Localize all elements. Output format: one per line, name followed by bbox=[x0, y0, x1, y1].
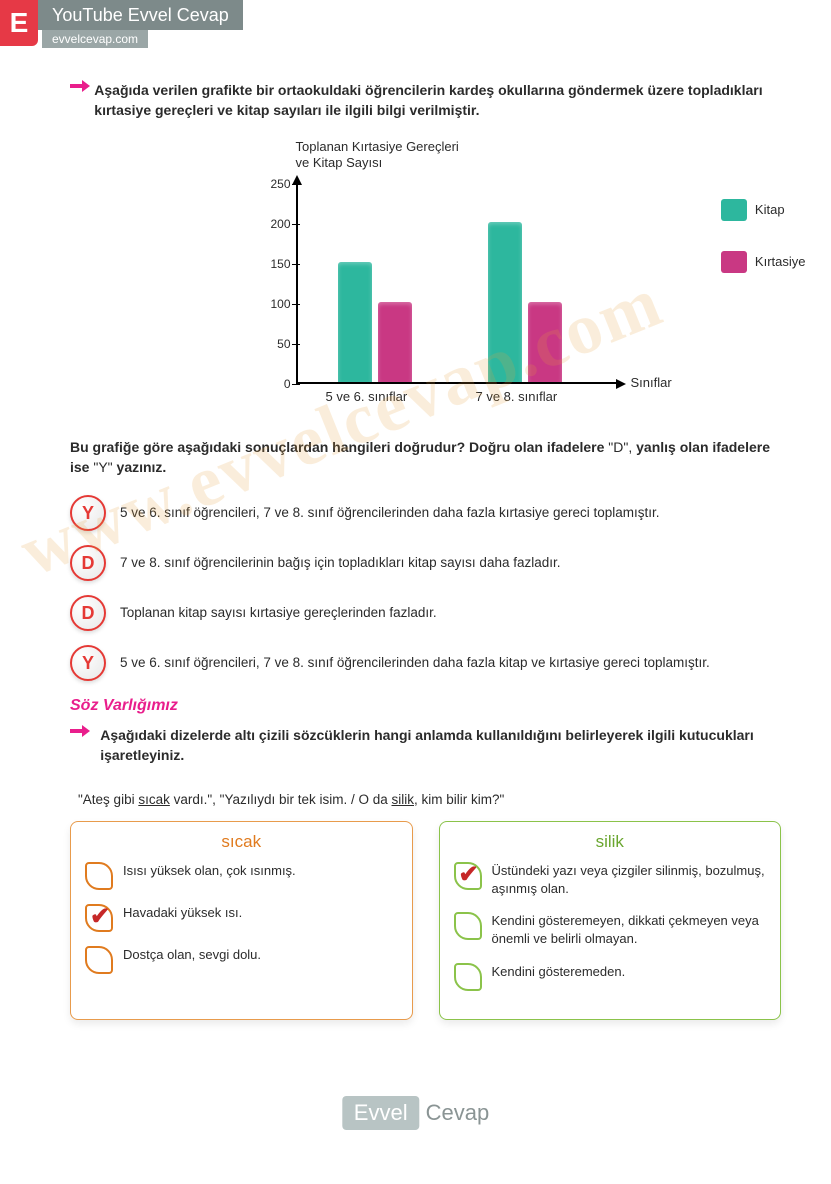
example-sentence: "Ateş gibi sıcak vardı.", "Yazılıydı bir… bbox=[78, 792, 781, 807]
option-row[interactable]: Isısı yüksek olan, çok ısınmış. bbox=[85, 862, 398, 890]
answer-row: Y 5 ve 6. sınıf öğrencileri, 7 ve 8. sını… bbox=[70, 495, 781, 531]
answer-row: D Toplanan kitap sayısı kırtasiye gereçle… bbox=[70, 595, 781, 631]
option-text: Dostça olan, sevgi dolu. bbox=[123, 946, 261, 964]
word-box-silik: silik Üstündeki yazı veya çizgiler silin… bbox=[439, 821, 782, 1020]
legend-swatch bbox=[721, 251, 747, 273]
option-row[interactable]: Havadaki yüksek ısı. bbox=[85, 904, 398, 932]
box-title-sicak: sıcak bbox=[85, 832, 398, 852]
box-title-silik: silik bbox=[454, 832, 767, 852]
answer-badge[interactable]: D bbox=[70, 595, 106, 631]
section-heading: Söz Varlığımız bbox=[70, 697, 781, 715]
answer-row: Y 5 ve 6. sınıf öğrencileri, 7 ve 8. sını… bbox=[70, 645, 781, 681]
site-url-banner: evvelcevap.com bbox=[42, 30, 148, 48]
answer-row: D 7 ve 8. sınıf öğrencilerinin bağış için… bbox=[70, 545, 781, 581]
leaf-checkbox-icon[interactable] bbox=[454, 862, 482, 890]
sentence-part: vardı.", bbox=[170, 792, 216, 807]
sentence-part: "Yazılıydı bir tek isim. / O da bbox=[216, 792, 392, 807]
ytick-label: 250 bbox=[270, 177, 290, 191]
footer-brand-1: Evvel bbox=[342, 1096, 420, 1130]
underlined-word-1: sıcak bbox=[138, 792, 170, 807]
bar-kitap bbox=[338, 262, 372, 382]
bar-kırtasiye bbox=[378, 302, 412, 382]
footer-logo: Evvel Cevap bbox=[342, 1096, 489, 1130]
leaf-checkbox-icon[interactable] bbox=[454, 963, 482, 991]
x-axis-arrow-icon bbox=[616, 379, 626, 389]
answer-text: 7 ve 8. sınıf öğrencilerinin bağış için … bbox=[120, 554, 561, 573]
underlined-word-2: silik bbox=[392, 792, 415, 807]
ytick-label: 0 bbox=[284, 377, 291, 391]
instruction-2: Aşağıdaki dizelerde altı çizili sözcükle… bbox=[100, 725, 781, 766]
ytick-label: 200 bbox=[270, 217, 290, 231]
option-text: Kendini gösteremeden. bbox=[492, 963, 626, 981]
bar-chart: Toplanan Kırtasiye Gereçlerive Kitap Say… bbox=[146, 139, 706, 419]
leaf-checkbox-icon[interactable] bbox=[85, 904, 113, 932]
legend-label: Kitap bbox=[755, 202, 785, 217]
ytick-label: 100 bbox=[270, 297, 290, 311]
legend-swatch bbox=[721, 199, 747, 221]
answer-text: 5 ve 6. sınıf öğrencileri, 7 ve 8. sınıf… bbox=[120, 504, 660, 523]
instruction-1: Aşağıda verilen grafikte bir ortaokuldak… bbox=[94, 80, 781, 121]
answer-text: Toplanan kitap sayısı kırtasiye gereçler… bbox=[120, 604, 437, 623]
ytick-label: 150 bbox=[270, 257, 290, 271]
x-axis-label: Sınıflar bbox=[631, 375, 672, 390]
legend-item: Kırtasiye bbox=[721, 251, 806, 273]
sentence-part: , kim bilir kim?" bbox=[414, 792, 504, 807]
logo-letter: E bbox=[0, 0, 38, 46]
option-text: Havadaki yüksek ısı. bbox=[123, 904, 242, 922]
sentence-part: "Ateş gibi bbox=[78, 792, 138, 807]
answer-badge[interactable]: Y bbox=[70, 645, 106, 681]
arrow-bullet-icon bbox=[70, 725, 90, 737]
leaf-checkbox-icon[interactable] bbox=[85, 946, 113, 974]
question-text: Bu grafiğe göre aşağıdaki sonuçlardan ha… bbox=[70, 437, 781, 478]
leaf-checkbox-icon[interactable] bbox=[85, 862, 113, 890]
option-row[interactable]: Kendini gösteremeyen, dikkati çekmeyen v… bbox=[454, 912, 767, 948]
option-row[interactable]: Kendini gösteremeden. bbox=[454, 963, 767, 991]
word-box-sicak: sıcak Isısı yüksek olan, çok ısınmış. Hav… bbox=[70, 821, 413, 1020]
legend-label: Kırtasiye bbox=[755, 254, 806, 269]
legend-item: Kitap bbox=[721, 199, 806, 221]
chart-legend: Kitap Kırtasiye bbox=[721, 199, 806, 303]
ytick-label: 50 bbox=[277, 337, 290, 351]
chart-title: Toplanan Kırtasiye Gereçlerive Kitap Say… bbox=[296, 139, 459, 173]
option-row[interactable]: Üstündeki yazı veya çizgiler silinmiş, b… bbox=[454, 862, 767, 898]
footer-brand-2: Cevap bbox=[426, 1100, 490, 1126]
bar-kırtasiye bbox=[528, 302, 562, 382]
x-category-label: 7 ve 8. sınıflar bbox=[476, 389, 558, 404]
answer-badge[interactable]: Y bbox=[70, 495, 106, 531]
leaf-checkbox-icon[interactable] bbox=[454, 912, 482, 940]
x-category-label: 5 ve 6. sınıflar bbox=[326, 389, 408, 404]
option-text: Isısı yüksek olan, çok ısınmış. bbox=[123, 862, 296, 880]
option-row[interactable]: Dostça olan, sevgi dolu. bbox=[85, 946, 398, 974]
answer-list: Y 5 ve 6. sınıf öğrencileri, 7 ve 8. sını… bbox=[70, 495, 781, 681]
option-text: Üstündeki yazı veya çizgiler silinmiş, b… bbox=[492, 862, 767, 898]
answer-badge[interactable]: D bbox=[70, 545, 106, 581]
youtube-banner: YouTube Evvel Cevap bbox=[38, 0, 243, 30]
option-text: Kendini gösteremeyen, dikkati çekmeyen v… bbox=[492, 912, 767, 948]
answer-text: 5 ve 6. sınıf öğrencileri, 7 ve 8. sınıf… bbox=[120, 654, 710, 673]
arrow-bullet-icon bbox=[70, 80, 84, 92]
bar-kitap bbox=[488, 222, 522, 382]
